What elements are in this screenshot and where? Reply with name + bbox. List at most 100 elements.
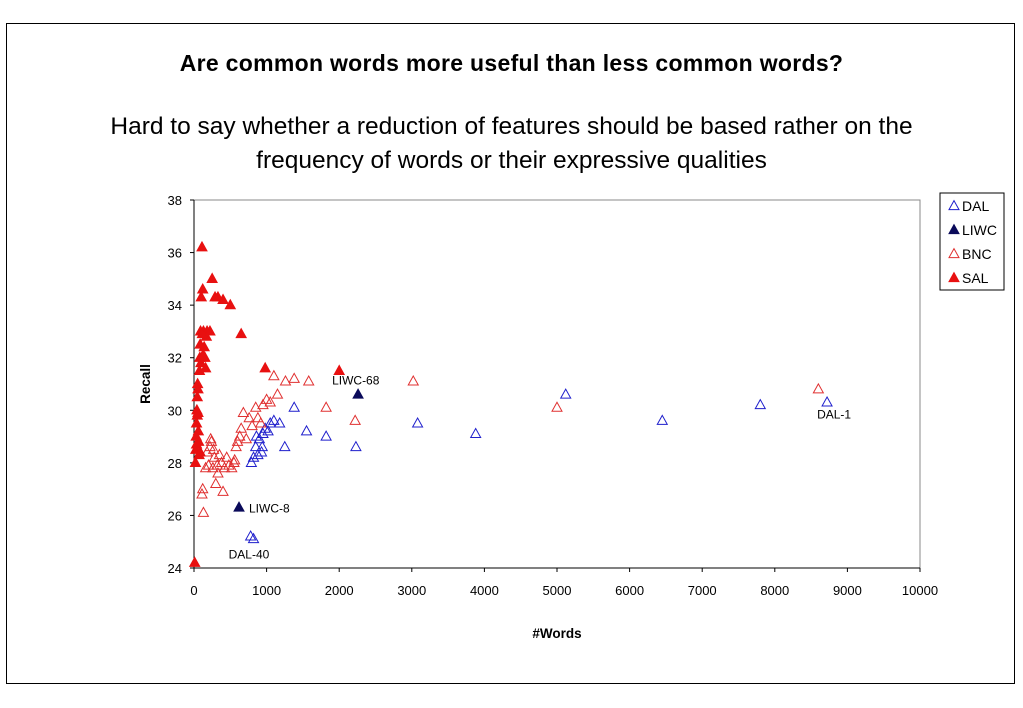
point-annotation: LIWC-68 — [332, 374, 380, 388]
point-dal — [264, 416, 277, 428]
point-bnc — [212, 466, 224, 478]
x-tick-label: 8000 — [760, 583, 789, 598]
point-bnc — [199, 461, 212, 473]
y-tick-label: 28 — [168, 456, 182, 471]
point-dal — [559, 388, 572, 399]
point-bnc — [205, 435, 218, 446]
point-dal — [247, 451, 260, 462]
y-tick-label: 36 — [168, 246, 182, 261]
point-dal — [245, 456, 258, 467]
point-dal — [255, 445, 268, 457]
legend: DAL LIWC BNC SAL — [939, 192, 1005, 291]
point-bnc — [271, 388, 284, 399]
point-sal — [195, 356, 207, 368]
point-dal — [469, 427, 482, 439]
point-sal — [188, 556, 201, 567]
point-sal — [190, 438, 203, 449]
point-sal — [192, 424, 205, 436]
x-tick-label: 5000 — [543, 583, 572, 598]
x-tick-label: 6000 — [615, 583, 644, 598]
y-tick-label: 30 — [168, 403, 182, 418]
point-bnc — [204, 432, 217, 444]
point-bnc — [196, 482, 209, 494]
point-liwc — [352, 388, 364, 399]
point-sal — [190, 416, 203, 428]
point-bnc — [202, 459, 215, 470]
point-dal — [821, 395, 833, 407]
point-bnc — [208, 451, 221, 462]
point-annotation: DAL-40 — [229, 547, 270, 561]
point-bnc — [249, 401, 262, 412]
point-sal — [189, 456, 202, 467]
point-bnc — [213, 448, 226, 460]
legend-marker-sal — [948, 271, 960, 283]
x-tick-label: 1000 — [252, 583, 281, 598]
point-dal — [656, 414, 669, 425]
point-bnc — [254, 416, 267, 428]
point-bnc — [237, 406, 250, 418]
legend-marker-dal — [948, 199, 960, 211]
point-sal — [192, 382, 204, 394]
legend-label-dal: DAL — [962, 198, 989, 214]
point-sal — [204, 324, 216, 336]
point-dal — [278, 440, 291, 452]
point-bnc — [407, 374, 420, 386]
point-dal — [244, 530, 257, 541]
y-tick-label: 26 — [168, 508, 182, 523]
point-bnc — [222, 459, 235, 470]
point-annotation: LIWC-8 — [249, 502, 290, 516]
point-sal — [333, 364, 346, 375]
point-bnc — [228, 453, 241, 465]
x-tick-label: 10000 — [902, 583, 938, 598]
point-dal — [350, 440, 362, 452]
point-bnc — [268, 369, 280, 381]
y-axis-label: Recall — [138, 364, 153, 404]
point-dal — [250, 430, 263, 441]
point-dal — [252, 448, 264, 460]
x-axis-label: #Words — [532, 626, 581, 641]
legend-label-liwc: LIWC — [962, 222, 997, 238]
point-bnc — [551, 401, 563, 412]
chart-subtitle: Hard to say whether a reduction of featu… — [110, 113, 913, 174]
y-tick-label: 34 — [168, 298, 182, 313]
point-dal — [259, 422, 271, 433]
point-bnc — [217, 485, 229, 496]
point-bnc — [349, 414, 362, 425]
point-liwc — [233, 501, 245, 512]
point-bnc — [231, 435, 244, 446]
point-dal — [411, 416, 424, 428]
x-tick-label: 4000 — [470, 583, 499, 598]
point-bnc — [252, 411, 264, 423]
point-dal — [754, 398, 767, 410]
legend-marker-bnc — [948, 247, 960, 259]
x-tick-label: 3000 — [397, 583, 426, 598]
point-dal — [300, 424, 313, 436]
point-dal — [253, 432, 266, 444]
legend-label-sal: SAL — [962, 270, 989, 286]
y-tick-label: 32 — [168, 351, 182, 366]
point-bnc — [812, 382, 825, 394]
point-bnc — [240, 432, 253, 444]
point-bnc — [243, 411, 256, 423]
point-dal — [257, 427, 269, 439]
point-bnc — [215, 456, 228, 467]
legend-marker-liwc — [948, 223, 960, 235]
point-bnc — [230, 440, 242, 452]
point-sal — [199, 361, 212, 373]
point-dal — [288, 401, 301, 412]
point-sal — [194, 445, 207, 457]
point-bnc — [288, 372, 301, 383]
point-dal — [262, 424, 274, 436]
point-bnc — [246, 419, 258, 431]
point-annotation: DAL-1 — [817, 407, 851, 421]
point-sal — [197, 348, 209, 360]
point-bnc — [207, 461, 219, 473]
point-dal — [268, 414, 280, 425]
point-bnc — [197, 506, 210, 517]
point-bnc — [196, 487, 208, 499]
point-bnc — [233, 430, 246, 441]
point-dal — [273, 416, 286, 428]
x-tick-label: 2000 — [325, 583, 354, 598]
point-sal — [259, 361, 271, 373]
